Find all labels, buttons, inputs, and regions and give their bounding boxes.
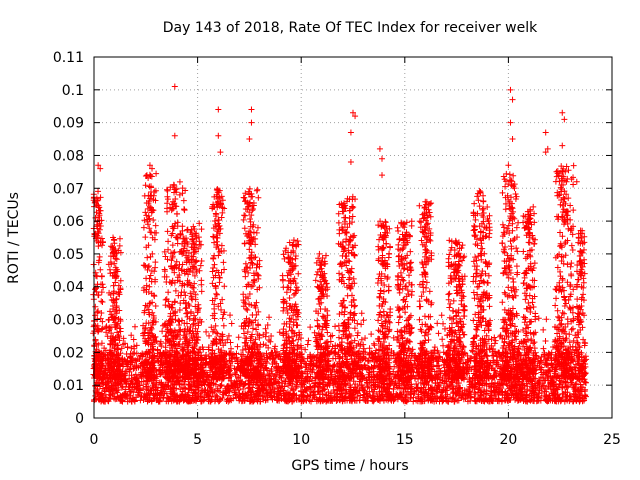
data-point: [288, 385, 295, 392]
data-point: [440, 342, 447, 349]
data-point: [434, 320, 441, 327]
data-point: [533, 353, 540, 360]
data-point: [440, 349, 447, 356]
data-point: [307, 324, 314, 331]
data-point: [227, 339, 234, 346]
data-point: [131, 323, 138, 330]
data-point: [431, 344, 438, 351]
data-point: [581, 357, 588, 364]
data-point: [511, 323, 518, 330]
data-point: [492, 337, 499, 344]
data-point: [517, 352, 524, 359]
data-point: [234, 343, 241, 350]
data-point: [371, 342, 378, 349]
data-point: [370, 340, 377, 347]
data-point: [159, 328, 166, 335]
data-point: [354, 332, 361, 339]
data-point: [228, 320, 235, 327]
data-point: [417, 379, 424, 386]
data-point: [438, 312, 445, 319]
data-point: [177, 336, 184, 343]
data-point: [390, 334, 397, 341]
data-point: [203, 328, 210, 335]
points-layer: [90, 83, 590, 405]
